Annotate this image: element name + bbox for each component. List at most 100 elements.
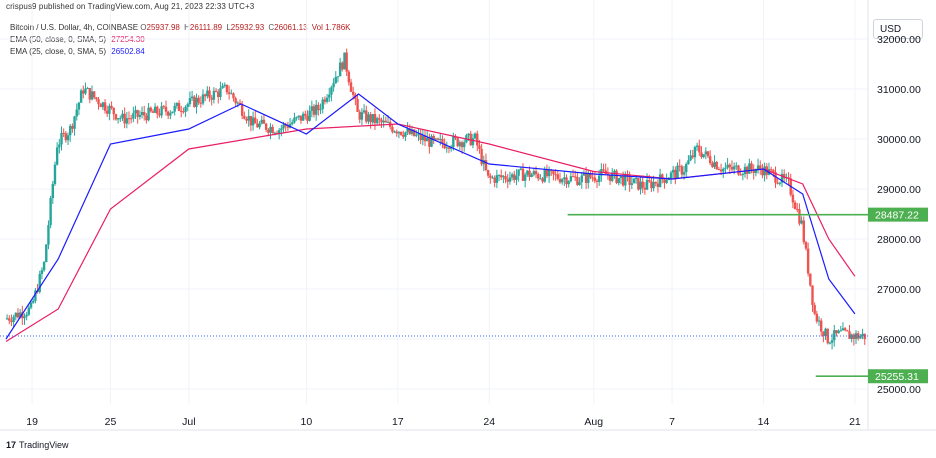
- candle-body: [186, 104, 189, 107]
- candle-body: [336, 76, 340, 78]
- candle-body: [51, 184, 55, 199]
- candle-body: [217, 91, 220, 97]
- candle-body: [190, 96, 194, 99]
- candle-body: [591, 177, 594, 179]
- candle-body: [325, 97, 329, 102]
- candle-body: [156, 106, 159, 114]
- candle-body: [162, 106, 166, 108]
- tradingview-logo-text: TradingView: [19, 440, 69, 450]
- candle-body: [180, 110, 183, 112]
- candle-body: [689, 155, 692, 161]
- candle-body: [49, 198, 52, 226]
- time-tick-label: 21: [849, 416, 861, 428]
- candle-body: [669, 172, 673, 179]
- candle-body: [754, 169, 758, 174]
- candle-body: [506, 179, 509, 182]
- candle-body: [404, 132, 407, 137]
- candle-body: [630, 183, 634, 185]
- candle-body: [386, 121, 390, 123]
- candle-body: [92, 91, 96, 98]
- tradingview-logo[interactable]: 17 TradingView: [6, 440, 69, 450]
- candle-body: [40, 270, 44, 275]
- candle-body: [497, 175, 501, 177]
- candle-body: [695, 145, 699, 148]
- candle-body: [66, 135, 70, 141]
- candle-body: [439, 138, 442, 140]
- candle-body: [532, 171, 536, 175]
- time-tick-label: 19: [26, 416, 38, 428]
- candle-body: [258, 123, 261, 128]
- candle-body: [121, 113, 124, 119]
- candle-body: [367, 114, 370, 122]
- candle-body: [206, 90, 209, 97]
- candle-body: [833, 330, 836, 341]
- candle-body: [554, 174, 557, 176]
- candle-body: [177, 102, 181, 111]
- candle-body: [534, 171, 538, 175]
- candle-body: [521, 168, 525, 181]
- candle-body: [184, 106, 187, 112]
- legend-ema25-row[interactable]: EMA (25, close, 0, SMA, 5) 26502.84: [10, 47, 145, 56]
- candle-body: [8, 318, 11, 321]
- candle-body: [201, 94, 205, 104]
- candle-body: [249, 115, 253, 126]
- candle-body: [680, 166, 684, 175]
- candle-body: [545, 169, 549, 177]
- candle-body: [526, 170, 529, 175]
- candle-body: [12, 316, 15, 322]
- candle-body: [463, 142, 466, 148]
- candle-body: [123, 113, 126, 124]
- candle-body: [650, 181, 653, 189]
- candle-body: [441, 138, 444, 144]
- candle-body: [674, 169, 677, 179]
- candle-body: [519, 168, 523, 170]
- candle-body: [77, 102, 81, 110]
- legend-low-value: 25932.93: [230, 23, 265, 32]
- legend-open-value: 25937.98: [146, 23, 180, 32]
- candle-body: [38, 274, 41, 292]
- candle-body: [34, 290, 37, 301]
- candle-body: [608, 175, 612, 181]
- candle-body: [850, 334, 853, 339]
- candle-body: [587, 173, 590, 183]
- candle-body: [793, 202, 797, 210]
- candle-body: [539, 178, 542, 180]
- candle-body: [284, 124, 287, 127]
- candle-body: [160, 106, 163, 116]
- candle-body: [286, 126, 290, 128]
- candle-body: [735, 165, 738, 167]
- candle-body: [778, 182, 782, 184]
- candle-body: [582, 173, 586, 176]
- candle-body: [171, 111, 174, 114]
- candle-body: [602, 169, 605, 171]
- legend-symbol: Bitcoin / U.S. Dollar, 4h, COINBASE: [10, 23, 139, 32]
- candle-body: [567, 181, 570, 185]
- candle-body: [859, 336, 862, 339]
- candle-body: [114, 114, 118, 120]
- candle-body: [809, 273, 812, 286]
- candle-body: [234, 98, 237, 104]
- candle-body: [826, 328, 829, 344]
- candle-body: [338, 62, 342, 77]
- candle-body: [752, 169, 755, 174]
- candle-body: [467, 133, 470, 136]
- candle-body: [802, 220, 805, 243]
- candle-body: [798, 209, 801, 224]
- currency-button[interactable]: USD: [873, 19, 923, 39]
- candle-body: [127, 118, 131, 120]
- candle-body: [447, 147, 451, 149]
- candle-body: [476, 133, 479, 146]
- candle-body: [841, 328, 845, 331]
- candle-body: [480, 148, 483, 165]
- candle-body: [730, 167, 734, 170]
- candle-body: [64, 133, 68, 141]
- candle-body: [556, 174, 560, 179]
- candle-body: [500, 175, 503, 178]
- price-tick-label: 26000.00: [877, 334, 921, 346]
- candle-body: [445, 147, 448, 149]
- candle-body: [84, 88, 87, 94]
- candle-body: [212, 90, 216, 100]
- candle-body: [351, 91, 355, 95]
- candle-body: [576, 176, 579, 185]
